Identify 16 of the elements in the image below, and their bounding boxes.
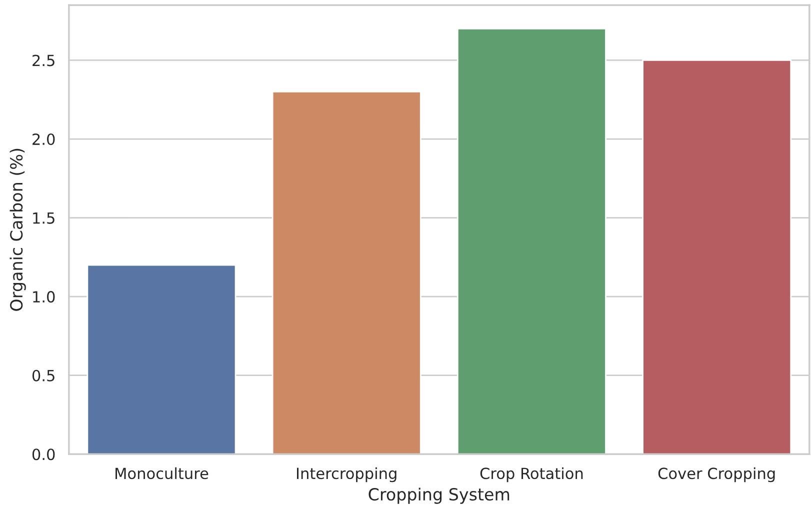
y-axis-title: Organic Carbon (%) <box>10 148 26 311</box>
y-tick-label: 1.5 <box>33 212 54 224</box>
y-tick-label: 2.0 <box>32 133 55 146</box>
bar <box>272 91 422 454</box>
y-tick-label: 2.5 <box>32 54 54 66</box>
x-tick-label: Intercropping <box>296 467 396 482</box>
bar <box>642 60 792 454</box>
x-tick-label: Monoculture <box>116 467 208 480</box>
bar <box>456 28 606 454</box>
x-axis-title: Cropping System <box>368 488 510 504</box>
y-tick-label: 0.5 <box>32 370 54 382</box>
y-tick-label: 1.0 <box>33 291 55 303</box>
x-tick-label: Cover Cropping <box>658 467 775 482</box>
y-tick-label: 0.0 <box>32 448 55 460</box>
bar <box>86 264 236 454</box>
x-tick-label: Crop Rotation <box>480 467 583 482</box>
